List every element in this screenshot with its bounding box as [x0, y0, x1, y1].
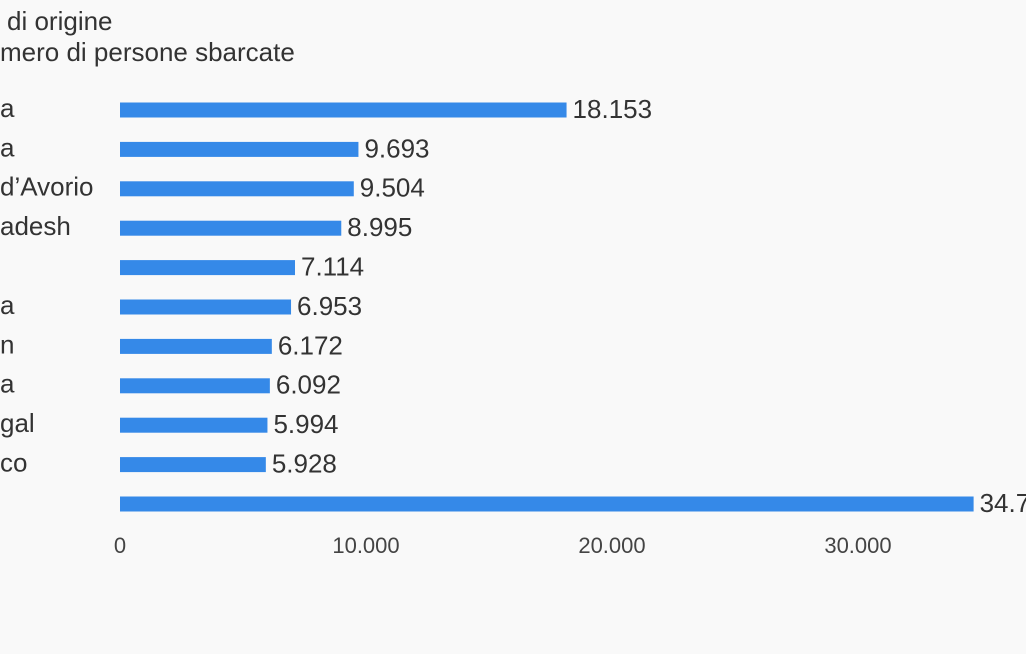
category-label: a [0, 369, 15, 399]
value-label: 34.7 [980, 488, 1026, 518]
bar [120, 338, 272, 354]
value-label: 6.172 [278, 330, 343, 360]
category-label: co [0, 447, 27, 477]
value-label: 7.114 [301, 251, 364, 281]
bar [120, 181, 354, 197]
chart-title: di origine [7, 6, 113, 36]
category-label: d’Avorio [0, 172, 93, 202]
value-label: 18.153 [573, 94, 653, 124]
bar [120, 220, 342, 236]
x-tick-label: 30.000 [824, 533, 891, 558]
value-label: 5.994 [273, 409, 338, 439]
bar [120, 141, 359, 157]
bar [120, 260, 296, 276]
value-label: 6.953 [297, 291, 362, 321]
category-label: n [0, 329, 14, 359]
category-label: gal [0, 408, 35, 438]
value-label: 6.092 [276, 370, 341, 400]
category-label: a [0, 290, 15, 320]
value-label: 5.928 [272, 448, 337, 478]
x-tick-label: 20.000 [578, 533, 645, 558]
chart-subtitle: mero di persone sbarcate [0, 37, 295, 67]
bar [120, 417, 268, 433]
bar [120, 102, 567, 118]
x-tick-label: 10.000 [332, 533, 399, 558]
value-label: 9.693 [364, 133, 429, 163]
bar [120, 457, 266, 473]
value-label: 9.504 [360, 173, 425, 203]
category-label: adesh [0, 211, 71, 241]
bar [120, 378, 270, 394]
category-label: a [0, 93, 15, 123]
bar [120, 299, 292, 315]
bar [120, 496, 974, 512]
category-label: a [0, 132, 15, 162]
value-label: 8.995 [347, 212, 412, 242]
x-tick-label: 0 [114, 533, 126, 558]
